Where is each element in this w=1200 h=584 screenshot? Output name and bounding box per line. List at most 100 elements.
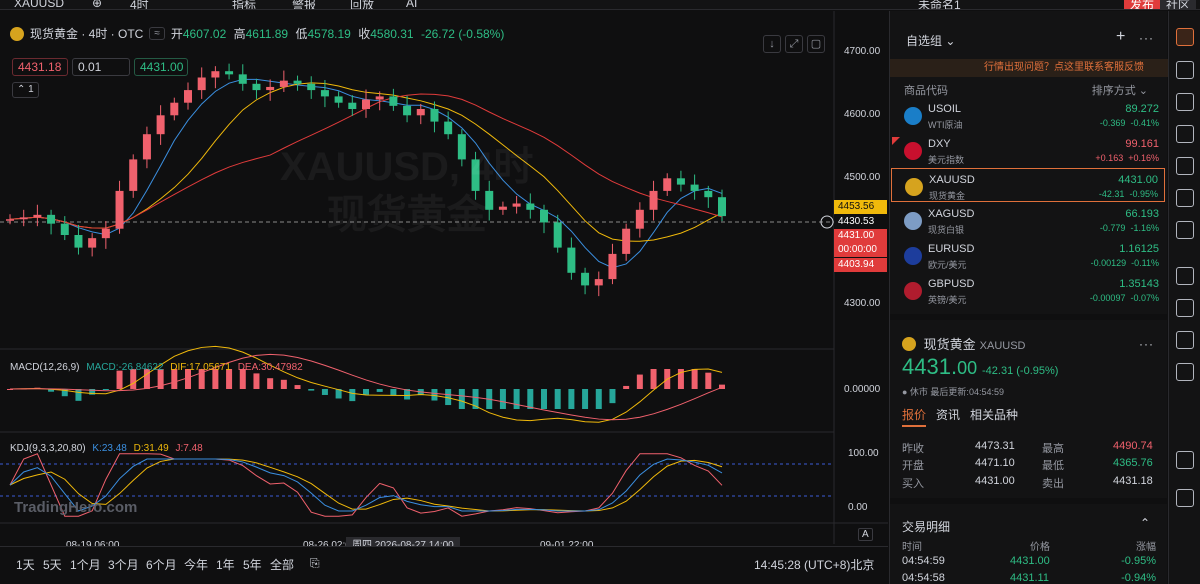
candle-body (375, 96, 384, 100)
more-icon[interactable]: ··· (1139, 31, 1154, 45)
signal-icon[interactable] (1176, 267, 1194, 285)
layers-icon[interactable] (1176, 157, 1194, 175)
video-icon[interactable] (1176, 189, 1194, 207)
range-3m[interactable]: 3个月 (108, 558, 139, 572)
detail-title: 现货黄金 XAUUSD (902, 334, 1025, 353)
tab-related[interactable]: 相关品种 (970, 408, 1019, 422)
low: 最低 (1042, 460, 1064, 472)
candle-body (88, 238, 97, 248)
symbol-title[interactable]: 现货黄金 · 4时 · OTC (30, 27, 144, 41)
chart-tools: ↓ ⤢ ▢ (763, 35, 825, 53)
fullscreen-icon[interactable]: ⤢ (785, 35, 803, 53)
watchlist-price: 89.272 (1125, 103, 1159, 115)
kdj-line (9, 453, 723, 517)
alert-button[interactable]: 警报 (292, 0, 317, 10)
chart-area[interactable]: XAUUSD, 4时 现货黄金 现货黄金 · 4时 · OTC ≈ 开4607.… (0, 11, 888, 555)
macd-bar (376, 389, 383, 392)
prev-close-value: 4473.31 (975, 440, 1015, 452)
date-range-icon[interactable]: ⎘ (310, 556, 320, 570)
watchlist-row[interactable]: EURUSD 欧元/美元 1.16125 -0.00129 -0.11% (891, 238, 1165, 272)
auto-scale-button[interactable]: A (858, 528, 873, 541)
maximize-icon[interactable]: ▢ (807, 35, 825, 53)
chart-watermark: XAUUSD, 4时 现货黄金 (280, 145, 534, 237)
layout-name[interactable]: 未命名1 (918, 0, 961, 10)
macd-bar (513, 389, 520, 409)
chevron-up-icon[interactable]: ⌃ (1140, 516, 1151, 530)
range-ytd[interactable]: 今年 (184, 558, 209, 572)
interval-button[interactable]: 4时 (130, 0, 149, 10)
range-1d[interactable]: 1天 (16, 558, 35, 572)
ai-button[interactable]: AI (406, 0, 418, 10)
macd-bar (48, 389, 55, 392)
watchlist-name: 美元指数 (928, 155, 965, 165)
apps-icon[interactable] (1176, 451, 1194, 469)
watchlist-row[interactable]: XAGUSD 现货白银 66.193 -0.779 -1.16% (891, 203, 1165, 237)
sort-button[interactable]: 排序方式 ⌄ (1091, 85, 1148, 97)
candle-body (334, 96, 343, 103)
range-all[interactable]: 全部 (270, 558, 295, 572)
macd-bar (499, 389, 506, 409)
add-symbol-icon[interactable]: ⊕ (92, 0, 103, 10)
watchlist-change: -0.369 -0.41% (1099, 118, 1159, 128)
stream-icon[interactable] (1176, 331, 1194, 349)
watchlist-symbol: DXY (928, 138, 951, 150)
crosshair-add-icon (820, 215, 834, 229)
community-button[interactable]: 社区 (1160, 0, 1197, 9)
candle-body (457, 134, 466, 160)
macd-bar (636, 374, 643, 389)
calendar-icon[interactable] (1176, 93, 1194, 111)
macd-bar (554, 389, 561, 409)
watchlist-row[interactable]: USOIL WTI原油 89.272 -0.369 -0.41% (891, 98, 1165, 132)
symbol-flag-icon (904, 107, 922, 125)
quantity-input[interactable]: 0.01 (72, 58, 130, 76)
buy-button[interactable]: 4431.00 (134, 58, 188, 76)
watchlist-row[interactable]: XAUUSD 现货黄金 4431.00 -42.31 -0.95% (891, 168, 1165, 202)
macd-bar (541, 389, 547, 409)
indicators-button[interactable]: 指标 (232, 0, 257, 10)
tab-quote[interactable]: 报价 (902, 406, 927, 427)
more-icon[interactable]: ··· (1139, 337, 1154, 351)
collapse-legend-button[interactable]: ⌃ 1 (12, 82, 39, 98)
kdj-line (9, 458, 723, 512)
macd-bar (568, 389, 575, 409)
watchlist-icon[interactable] (1176, 28, 1194, 46)
candle-body (389, 96, 398, 106)
tab-news[interactable]: 资讯 (936, 408, 961, 422)
watchlist-row[interactable]: DXY 美元指数 99.161 +0.163 +0.16% (891, 133, 1165, 167)
detail-tabs: 报价 资讯 相关品种 (902, 406, 1018, 427)
help-icon[interactable] (1176, 363, 1194, 381)
range-6m[interactable]: 6个月 (146, 558, 177, 572)
add-icon[interactable]: + (1116, 28, 1126, 45)
watchlist-title[interactable]: 自选组 ⌄ (906, 34, 956, 48)
bulb-icon[interactable] (1176, 299, 1194, 317)
range-5d[interactable]: 5天 (43, 558, 62, 572)
macd-bar (212, 369, 219, 389)
news-icon[interactable] (1176, 61, 1194, 79)
settings-icon[interactable] (1176, 489, 1194, 507)
replay-button[interactable]: 回放 (350, 0, 375, 10)
feedback-banner[interactable]: 行情出现问题？点这里联系客服反馈 (890, 59, 1168, 77)
download-icon[interactable]: ↓ (763, 35, 781, 53)
compare-icon[interactable]: ≈ (149, 27, 165, 40)
macd-bar (294, 385, 301, 389)
range-1y[interactable]: 1年 (216, 558, 235, 572)
candle-body (362, 99, 370, 109)
candle-body (649, 190, 658, 210)
range-5y[interactable]: 5年 (243, 558, 262, 572)
sell-button[interactable]: 4431.18 (12, 58, 68, 76)
clock[interactable]: 14:45:28 (UTC+8)北京 (754, 558, 875, 572)
watchlist-change: -42.31 -0.95% (1098, 189, 1158, 199)
watchlist-row[interactable]: GBPUSD 英镑/美元 1.35143 -0.00097 -0.07% (891, 273, 1165, 307)
chart-canvas[interactable] (0, 11, 888, 544)
open: 开盘 (902, 460, 924, 472)
candle-body (581, 272, 590, 286)
publish-button[interactable]: 发布 (1124, 0, 1161, 9)
alerts-icon[interactable] (1176, 125, 1194, 143)
candle-body (567, 247, 576, 273)
symbol-search[interactable]: XAUUSD (14, 0, 65, 10)
macd-bar (390, 389, 397, 396)
symbol-flag-icon (905, 178, 923, 196)
chat-icon[interactable] (1176, 221, 1194, 239)
candle-body (444, 121, 453, 135)
range-1m[interactable]: 1个月 (70, 558, 101, 572)
